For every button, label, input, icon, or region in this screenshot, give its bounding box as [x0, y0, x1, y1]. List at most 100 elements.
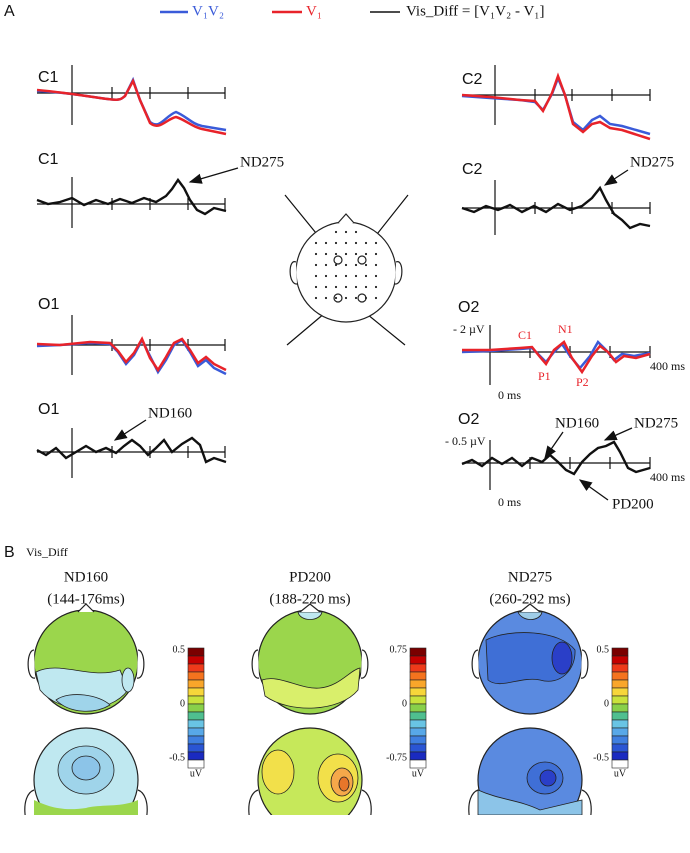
colorbar-cell	[409, 695, 427, 705]
annotation: PD200	[612, 496, 654, 512]
shape	[77, 603, 95, 613]
electrode	[374, 285, 378, 289]
electrode	[334, 296, 338, 300]
colorbar-tick: -0.5	[169, 752, 185, 763]
plot-label: O1	[38, 296, 59, 313]
electrode	[364, 263, 368, 267]
shape	[517, 611, 543, 620]
colorbar-cell	[187, 703, 205, 713]
colorbar-cell	[409, 751, 427, 761]
colorbar-cell	[409, 703, 427, 713]
legend-entry: V₁	[306, 3, 322, 19]
panel-label: A	[4, 3, 15, 20]
colorbar-cell	[187, 727, 205, 737]
shape	[338, 776, 350, 792]
electrode	[334, 252, 338, 256]
colorbar-cell	[187, 751, 205, 761]
colorbar-cell	[187, 655, 205, 665]
panel-label: B	[4, 544, 15, 561]
shape	[136, 649, 145, 679]
peak-label: N1	[558, 322, 573, 336]
waveform	[461, 72, 651, 141]
colorbar-cell	[611, 711, 629, 721]
arrow	[544, 431, 564, 460]
axes	[462, 440, 651, 490]
colorbar-cell	[611, 687, 629, 697]
electrode	[324, 252, 328, 256]
electrode	[324, 263, 328, 267]
arrow	[603, 169, 629, 186]
shape	[24, 789, 148, 815]
colorbar-cell	[611, 679, 629, 689]
colorbar-cell	[409, 727, 427, 737]
electrode	[324, 285, 328, 289]
peak-label: P1	[538, 369, 551, 383]
map-window: (144-176ms)	[47, 591, 125, 607]
plot-label: O2	[458, 411, 479, 428]
annotation: ND160	[555, 415, 599, 431]
waveform	[36, 436, 227, 464]
colorbar-cell	[409, 671, 427, 681]
colorbar-cell	[409, 679, 427, 689]
map-title: PD200	[289, 569, 331, 585]
electrode	[324, 296, 328, 300]
annotation: ND275	[634, 415, 678, 431]
electrode	[344, 296, 348, 300]
colorbar-cell	[611, 647, 629, 657]
electrode	[354, 263, 358, 267]
shape	[333, 255, 343, 265]
waveform	[36, 77, 227, 136]
electrode	[344, 285, 348, 289]
colorbar-tick: 0.75	[390, 644, 408, 655]
colorbar-cell	[611, 751, 629, 761]
electrode	[314, 263, 318, 267]
shape	[37, 65, 226, 125]
electrode-head	[284, 194, 409, 346]
waveform	[461, 440, 651, 476]
shape	[333, 293, 343, 303]
electrode	[314, 274, 318, 278]
colorbar-cell	[409, 719, 427, 729]
shape	[55, 694, 111, 712]
colorbar-tick: 0	[180, 698, 185, 709]
electrode	[374, 263, 378, 267]
electrode	[364, 252, 368, 256]
colorbar-cell	[611, 743, 629, 753]
topomap	[251, 603, 369, 715]
shape	[485, 632, 576, 685]
shape	[337, 213, 355, 224]
electrode	[324, 241, 328, 245]
colorbar-cell	[187, 711, 205, 721]
electrode	[354, 274, 358, 278]
colorbar-cell	[409, 663, 427, 673]
electrode	[344, 252, 348, 256]
shape	[299, 603, 321, 613]
axes	[37, 428, 226, 478]
plot-label: O2	[458, 299, 479, 316]
map-title: ND160	[64, 569, 108, 585]
shape	[394, 261, 403, 285]
colorbar-cell	[409, 647, 427, 657]
shape	[251, 649, 260, 679]
waveform	[36, 177, 227, 216]
electrode	[364, 274, 368, 278]
shape	[261, 749, 295, 795]
electrode	[354, 230, 358, 234]
electrode	[324, 274, 328, 278]
shape	[34, 800, 138, 815]
electrode	[314, 241, 318, 245]
colorbar-cell	[409, 711, 427, 721]
colorbar-cell	[187, 759, 205, 769]
plot-label: C1	[38, 69, 59, 86]
electrode	[374, 241, 378, 245]
electrode	[354, 285, 358, 289]
colorbar-cell	[409, 735, 427, 745]
shape	[360, 649, 369, 679]
colorbar-tick: 0.5	[597, 644, 610, 655]
colorbar-unit: uV	[412, 768, 425, 779]
electrode	[314, 252, 318, 256]
group: 0.5 0 -0.5 uV 0.75 0 -0.75 uV 0.5 0 -0.5 uV	[169, 644, 629, 779]
colorbar-tick: 0	[604, 698, 609, 709]
colorbar-cell	[611, 735, 629, 745]
waveform	[36, 76, 227, 132]
